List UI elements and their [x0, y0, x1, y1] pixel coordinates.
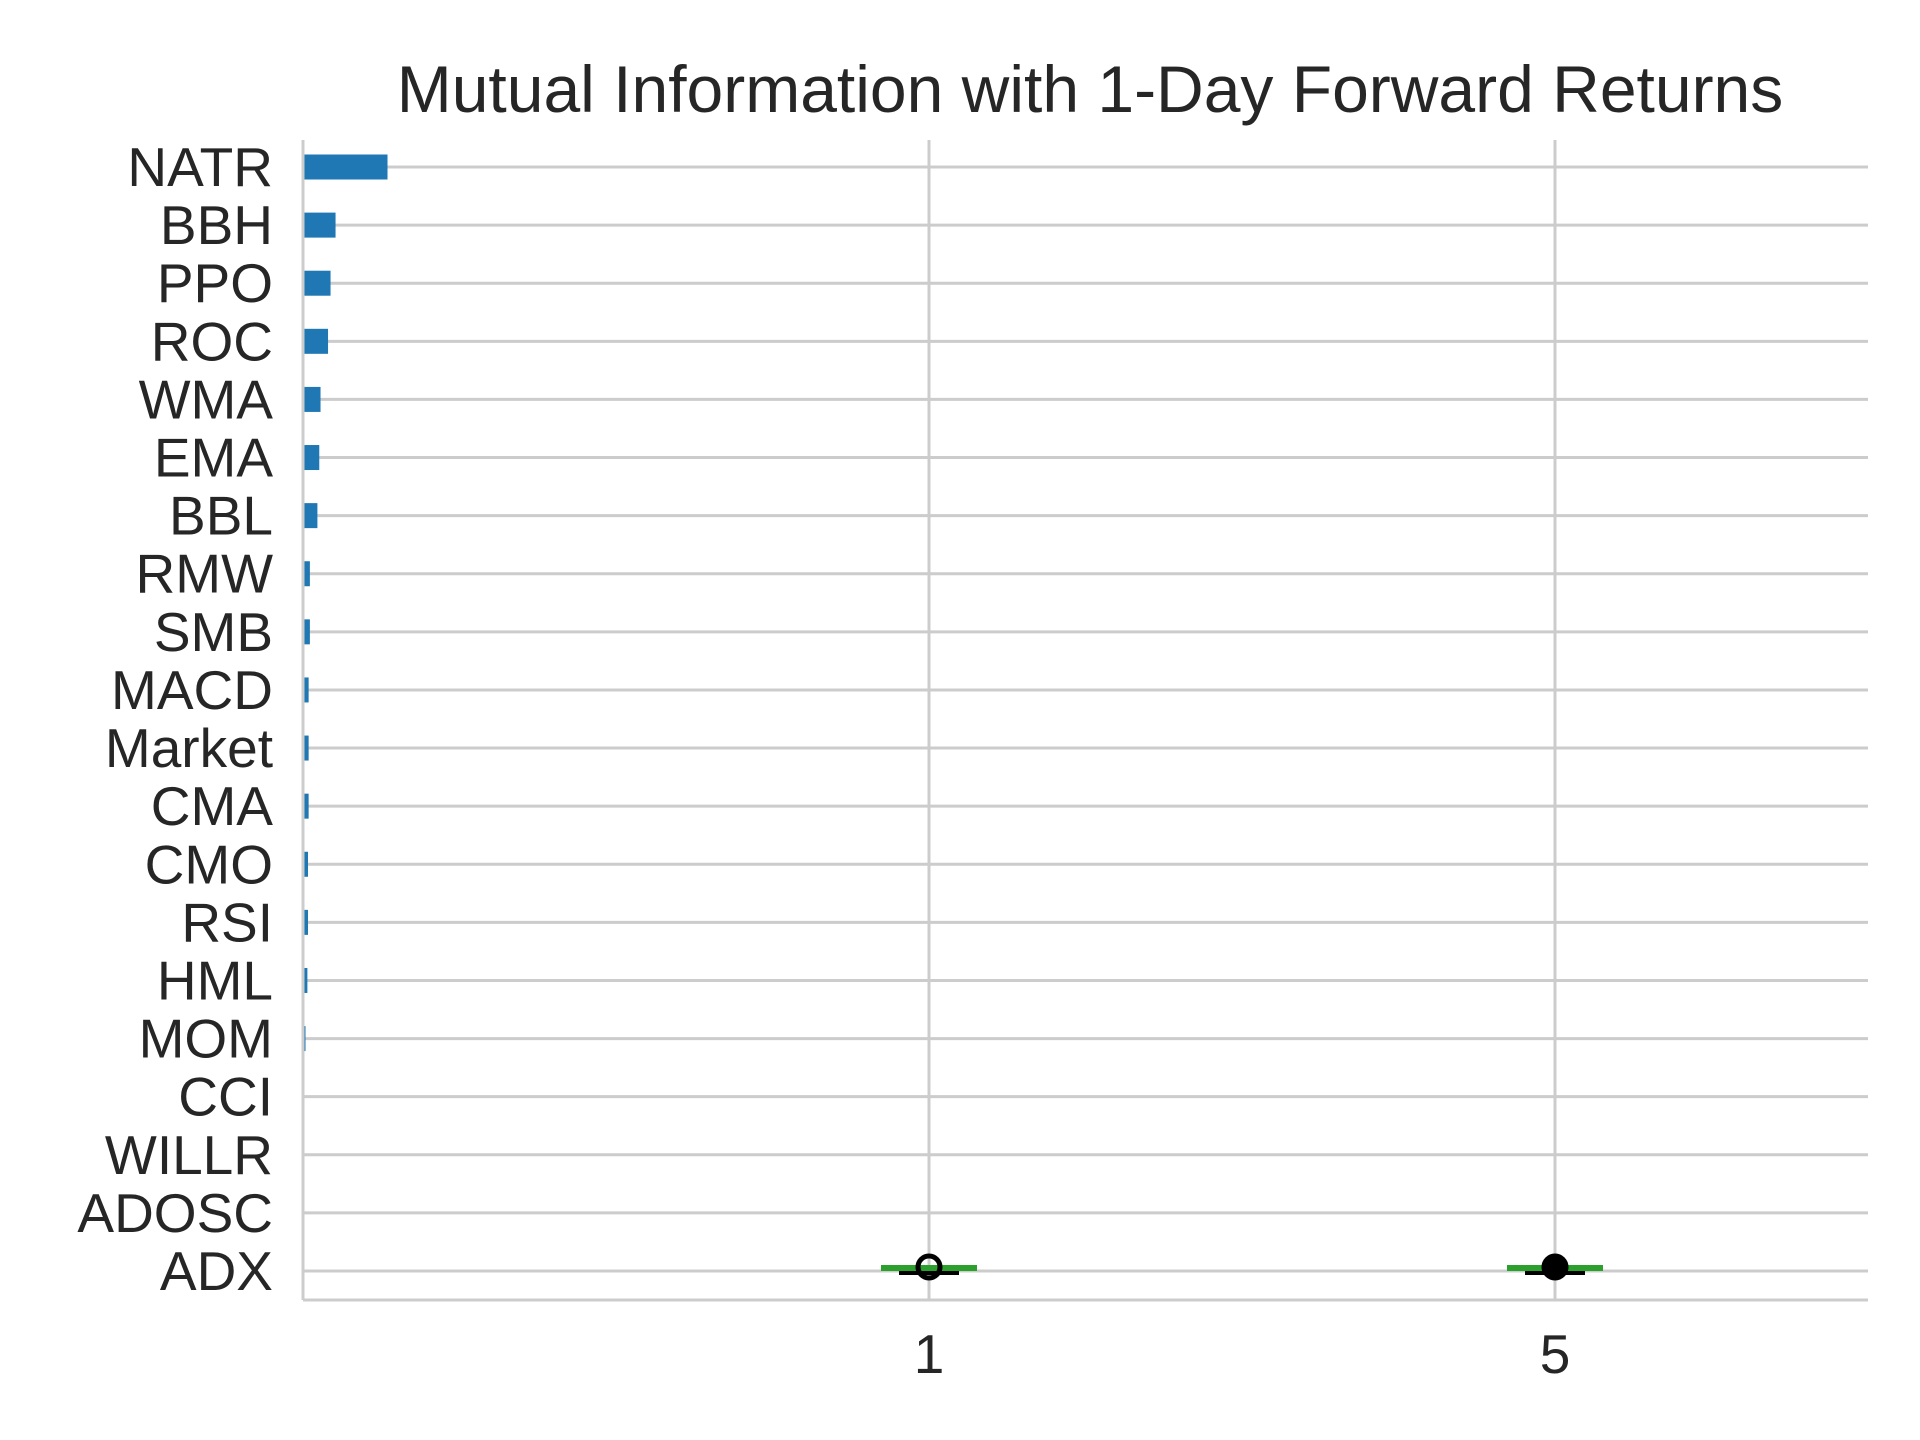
bar-macd [303, 677, 309, 703]
x-tick-label: 1 [914, 1323, 945, 1385]
bar-market [303, 735, 309, 761]
y-tick-label: MOM [139, 1008, 273, 1070]
bar-bbh [303, 212, 336, 238]
bar-natr [303, 154, 388, 180]
grid-layer [303, 140, 1868, 1300]
y-tick-label: HML [157, 949, 273, 1011]
y-tick-label: CMA [151, 775, 274, 837]
axes-spines [301, 140, 1868, 1302]
chart-title: Mutual Information with 1-Day Forward Re… [397, 52, 1784, 126]
y-tick-label: ROC [151, 310, 273, 372]
bar-layer [303, 154, 388, 1052]
bar-smb [303, 619, 310, 645]
bar-hml [303, 967, 308, 993]
y-tick-label: Market [105, 717, 273, 779]
bar-cmo [303, 851, 309, 877]
bar-ppo [303, 270, 331, 296]
y-tick-label: NATR [127, 136, 273, 198]
bar-rsi [303, 909, 309, 935]
boxplot-layer [881, 1253, 1603, 1281]
y-tick-label: SMB [154, 601, 273, 663]
y-tick-label: CCI [178, 1066, 273, 1128]
y-tick-label: MACD [111, 659, 273, 721]
y-tick-label: BBL [169, 485, 273, 547]
bar-bbl [303, 503, 318, 529]
y-tick-label: ADX [160, 1240, 273, 1302]
y-tick-label: WILLR [105, 1124, 273, 1186]
bar-cma [303, 793, 309, 819]
boxplot-flier [915, 1253, 943, 1281]
y-tick-label: RMW [136, 543, 274, 605]
y-tick-label: ADOSC [77, 1182, 273, 1244]
bar-rmw [303, 561, 310, 587]
bar-ema [303, 445, 320, 471]
boxplot-flier [1544, 1256, 1566, 1278]
y-tick-label: CMO [145, 833, 273, 895]
y-tick-labels: NATRBBHPPOROCWMAEMABBLRMWSMBMACDMarketCM… [77, 136, 273, 1302]
y-tick-label: PPO [157, 252, 273, 314]
y-tick-label: RSI [181, 891, 273, 953]
bar-wma [303, 386, 321, 412]
y-tick-label: WMA [139, 368, 274, 430]
x-tick-label: 5 [1540, 1323, 1571, 1385]
y-tick-label: EMA [154, 427, 274, 489]
y-tick-label: BBH [160, 194, 273, 256]
bar-roc [303, 328, 329, 354]
